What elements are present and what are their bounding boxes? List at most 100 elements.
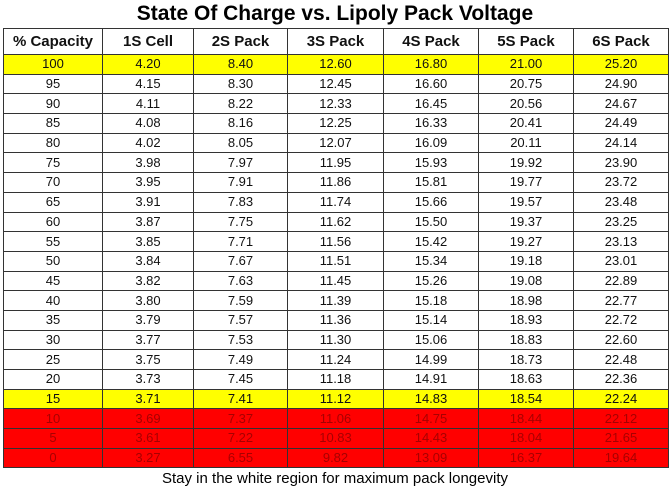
voltage-cell: 18.54 — [478, 388, 574, 410]
voltage-cell: 19.08 — [478, 270, 574, 292]
voltage-cell: 6.55 — [193, 447, 288, 469]
table-row: 90 4.11 8.22 12.33 16.45 20.56 24.67 — [3, 93, 669, 115]
voltage-cell: 22.12 — [573, 408, 669, 430]
voltage-cell: 16.80 — [383, 54, 479, 75]
voltage-cell: 3.82 — [102, 270, 194, 292]
table-row: 75 3.98 7.97 11.95 15.93 19.92 23.90 — [3, 152, 669, 174]
voltage-cell: 19.64 — [573, 447, 669, 469]
voltage-cell: 24.14 — [573, 132, 669, 154]
voltage-cell: 23.25 — [573, 211, 669, 233]
column-header: 1S Cell — [102, 28, 194, 55]
voltage-cell: 22.89 — [573, 270, 669, 292]
table-row: 5 3.61 7.22 10.83 14.43 18.04 21.65 — [3, 428, 669, 449]
voltage-cell: 15.18 — [383, 290, 479, 311]
voltage-cell: 22.48 — [573, 349, 669, 370]
voltage-cell: 19.92 — [478, 152, 574, 174]
voltage-cell: 16.37 — [478, 447, 574, 469]
voltage-cell: 3.73 — [102, 369, 194, 390]
voltage-cell: 23.90 — [573, 152, 669, 174]
voltage-cell: 8.05 — [193, 132, 288, 154]
voltage-cell: 16.45 — [383, 93, 479, 115]
voltage-cell: 12.07 — [287, 132, 384, 154]
capacity-cell: 90 — [3, 93, 103, 115]
column-header: % Capacity — [3, 28, 103, 55]
voltage-cell: 3.85 — [102, 231, 194, 252]
capacity-cell: 25 — [3, 349, 103, 370]
voltage-cell: 11.12 — [287, 388, 384, 410]
voltage-cell: 4.02 — [102, 132, 194, 154]
voltage-cell: 15.93 — [383, 152, 479, 174]
voltage-cell: 21.00 — [478, 54, 574, 75]
voltage-cell: 7.22 — [193, 428, 288, 449]
capacity-cell: 65 — [3, 191, 103, 213]
table-row: 55 3.85 7.71 11.56 15.42 19.27 23.13 — [3, 231, 669, 252]
voltage-cell: 11.36 — [287, 309, 384, 331]
capacity-cell: 70 — [3, 172, 103, 193]
table-row: 10 3.69 7.37 11.06 14.75 18.44 22.12 — [3, 408, 669, 430]
column-header: 4S Pack — [383, 28, 479, 55]
voltage-cell: 14.91 — [383, 369, 479, 390]
capacity-cell: 75 — [3, 152, 103, 174]
voltage-cell: 25.20 — [573, 54, 669, 75]
capacity-cell: 35 — [3, 309, 103, 331]
voltage-cell: 7.57 — [193, 309, 288, 331]
column-header: 5S Pack — [478, 28, 574, 55]
voltage-cell: 23.72 — [573, 172, 669, 193]
voltage-cell: 7.75 — [193, 211, 288, 233]
voltage-cell: 24.90 — [573, 73, 669, 95]
voltage-cell: 4.08 — [102, 113, 194, 134]
voltage-cell: 23.01 — [573, 250, 669, 272]
voltage-cell: 18.63 — [478, 369, 574, 390]
voltage-cell: 11.45 — [287, 270, 384, 292]
voltage-cell: 18.83 — [478, 329, 574, 351]
voltage-cell: 3.79 — [102, 309, 194, 331]
capacity-cell: 15 — [3, 388, 103, 410]
voltage-cell: 3.98 — [102, 152, 194, 174]
table-row: 50 3.84 7.67 11.51 15.34 19.18 23.01 — [3, 250, 669, 272]
capacity-cell: 20 — [3, 369, 103, 390]
voltage-cell: 3.84 — [102, 250, 194, 272]
voltage-cell: 7.59 — [193, 290, 288, 311]
voltage-cell: 3.71 — [102, 388, 194, 410]
table-row: 85 4.08 8.16 12.25 16.33 20.41 24.49 — [3, 113, 669, 134]
voltage-cell: 16.33 — [383, 113, 479, 134]
voltage-cell: 7.63 — [193, 270, 288, 292]
capacity-cell: 95 — [3, 73, 103, 95]
voltage-cell: 11.06 — [287, 408, 384, 430]
voltage-cell: 19.37 — [478, 211, 574, 233]
column-header: 3S Pack — [287, 28, 384, 55]
voltage-cell: 18.73 — [478, 349, 574, 370]
voltage-cell: 16.60 — [383, 73, 479, 95]
capacity-cell: 55 — [3, 231, 103, 252]
table-row: 80 4.02 8.05 12.07 16.09 20.11 24.14 — [3, 132, 669, 154]
table-row: 45 3.82 7.63 11.45 15.26 19.08 22.89 — [3, 270, 669, 292]
voltage-cell: 22.60 — [573, 329, 669, 351]
voltage-cell: 3.77 — [102, 329, 194, 351]
voltage-cell: 14.43 — [383, 428, 479, 449]
voltage-cell: 19.18 — [478, 250, 574, 272]
capacity-cell: 85 — [3, 113, 103, 134]
voltage-cell: 3.27 — [102, 447, 194, 469]
table-title: State Of Charge vs. Lipoly Pack Voltage — [136, 2, 534, 25]
capacity-cell: 100 — [3, 54, 103, 75]
voltage-cell: 8.30 — [193, 73, 288, 95]
voltage-cell: 21.65 — [573, 428, 669, 449]
voltage-cell: 3.69 — [102, 408, 194, 430]
table-row: 25 3.75 7.49 11.24 14.99 18.73 22.48 — [3, 349, 669, 370]
table-row: 60 3.87 7.75 11.62 15.50 19.37 23.25 — [3, 211, 669, 233]
voltage-cell: 11.51 — [287, 250, 384, 272]
capacity-cell: 30 — [3, 329, 103, 351]
voltage-cell: 23.48 — [573, 191, 669, 213]
voltage-cell: 14.99 — [383, 349, 479, 370]
voltage-cell: 19.57 — [478, 191, 574, 213]
voltage-cell: 7.91 — [193, 172, 288, 193]
voltage-cell: 11.18 — [287, 369, 384, 390]
voltage-cell: 19.77 — [478, 172, 574, 193]
voltage-cell: 11.86 — [287, 172, 384, 193]
voltage-cell: 7.53 — [193, 329, 288, 351]
table-row: 35 3.79 7.57 11.36 15.14 18.93 22.72 — [3, 309, 669, 331]
table-row: 20 3.73 7.45 11.18 14.91 18.63 22.36 — [3, 369, 669, 390]
voltage-cell: 23.13 — [573, 231, 669, 252]
table-row: 30 3.77 7.53 11.30 15.06 18.83 22.60 — [3, 329, 669, 351]
capacity-cell: 60 — [3, 211, 103, 233]
